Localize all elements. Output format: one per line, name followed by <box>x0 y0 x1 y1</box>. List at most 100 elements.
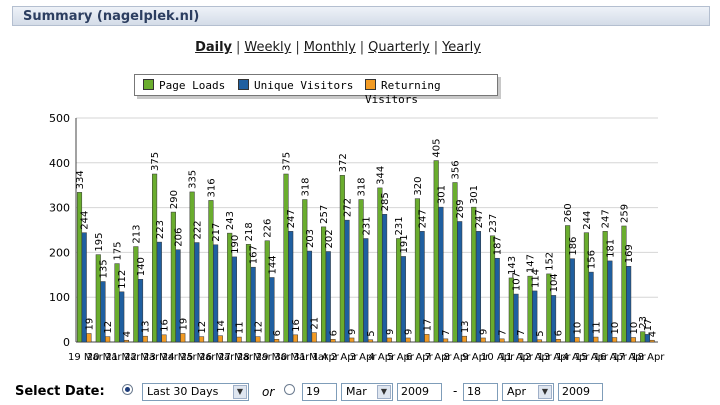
bar <box>198 336 205 343</box>
x-tick-label: 20 Mar <box>87 352 123 363</box>
x-tick-label: 27 Mar <box>218 352 254 363</box>
data-label: 9 <box>347 329 358 335</box>
x-tick-label: 6 Apr <box>406 352 434 363</box>
bar <box>217 335 223 343</box>
data-label: 4 <box>122 331 133 337</box>
x-tick-label: 21 Mar <box>106 352 142 363</box>
x-tick-label: 12 Apr <box>519 352 553 363</box>
summary-header: Summary (nagelplek.nl) <box>12 6 710 26</box>
data-label: 17 <box>643 319 654 332</box>
bar <box>255 336 261 343</box>
bar <box>231 256 237 343</box>
chevron-down-icon: ▼ <box>377 385 391 399</box>
data-label: 301 <box>436 185 447 204</box>
bar <box>288 231 294 343</box>
x-tick-label: 30 Mar <box>275 352 311 363</box>
bar <box>626 266 632 343</box>
bar <box>405 337 411 343</box>
data-label: 375 <box>282 152 293 171</box>
bar <box>630 337 636 343</box>
y-tick-label: 100 <box>49 291 70 304</box>
summary-title: Summary (nagelplek.nl) <box>23 9 200 24</box>
data-label: 191 <box>399 234 410 253</box>
data-label: 167 <box>249 245 260 264</box>
bar <box>156 241 162 343</box>
bar <box>344 219 350 343</box>
legend-swatch-unique-visitors <box>238 79 249 90</box>
data-label: 344 <box>375 166 386 185</box>
data-label: 11 <box>591 321 602 334</box>
data-label: 9 <box>385 329 396 335</box>
data-label: 195 <box>94 233 105 252</box>
tab-quarterly[interactable]: Quarterly <box>368 40 430 55</box>
range-select[interactable]: Last 30 Days ▼ <box>142 383 249 401</box>
y-tick-label: 200 <box>49 246 70 259</box>
data-label: 19 <box>84 318 95 331</box>
bar <box>400 256 406 343</box>
legend-unique-visitors: Unique Visitors <box>238 79 353 93</box>
bar <box>363 238 369 343</box>
data-label: 181 <box>605 239 616 258</box>
bar <box>480 337 486 343</box>
tab-yearly[interactable]: Yearly <box>442 40 481 55</box>
data-label: 285 <box>380 192 391 211</box>
data-label: 6 <box>272 330 283 336</box>
data-label: 23 <box>638 316 649 329</box>
bar <box>269 277 275 343</box>
bar <box>494 257 500 343</box>
bar <box>292 334 298 343</box>
data-label: 269 <box>455 199 466 218</box>
tab-monthly[interactable]: Monthly <box>303 40 356 55</box>
custom-range-radio[interactable] <box>284 384 295 395</box>
bar <box>583 232 589 343</box>
bar <box>513 293 519 343</box>
data-label: 301 <box>469 185 480 204</box>
data-label: 218 <box>244 222 255 241</box>
x-tick-label: 25 Mar <box>181 352 217 363</box>
y-tick-label: 400 <box>49 157 70 170</box>
x-tick-label: 13 Apr <box>537 352 571 363</box>
data-label: 104 <box>549 273 560 292</box>
data-label: 231 <box>394 216 405 235</box>
bar <box>302 199 308 343</box>
x-tick-label: 7 Apr <box>425 352 453 363</box>
or-text: or <box>262 385 275 399</box>
bar <box>518 338 524 343</box>
tab-weekly[interactable]: Weekly <box>244 40 292 55</box>
data-label: 12 <box>103 321 114 334</box>
chevron-down-icon: ▼ <box>233 385 247 399</box>
from-year-input[interactable]: 2009 <box>397 383 442 401</box>
x-tick-label: 23 Mar <box>143 352 179 363</box>
data-label: 169 <box>624 244 635 263</box>
bar <box>644 334 650 343</box>
preset-range-radio[interactable] <box>122 384 133 395</box>
bar <box>311 332 317 343</box>
tab-daily[interactable]: Daily <box>195 40 233 55</box>
data-label: 318 <box>300 177 311 196</box>
from-day-input[interactable]: 19 <box>302 383 337 401</box>
to-day-input[interactable]: 18 <box>463 383 498 401</box>
to-month-select[interactable]: Apr ▼ <box>502 383 554 401</box>
bar <box>180 333 186 343</box>
data-label: 7 <box>516 329 527 335</box>
bar <box>189 191 195 343</box>
x-tick-label: 11 Apr <box>500 352 534 363</box>
to-year-input[interactable]: 2009 <box>558 383 603 401</box>
x-tick-label: 24 Mar <box>162 352 198 363</box>
x-tick-label: 28 Mar <box>237 352 273 363</box>
x-tick-label: 17 Apr <box>612 352 646 363</box>
data-label: 5 <box>535 330 546 336</box>
y-tick-label: 300 <box>49 202 70 215</box>
data-label: 9 <box>404 329 415 335</box>
data-label: 247 <box>474 209 485 228</box>
data-label: 152 <box>544 252 555 271</box>
from-month-select[interactable]: Mar ▼ <box>341 383 393 401</box>
data-label: 7 <box>441 329 452 335</box>
data-label: 375 <box>150 152 161 171</box>
bar <box>236 336 242 343</box>
bar <box>461 335 467 343</box>
data-label: 244 <box>582 211 593 230</box>
chart-legend: Page Loads Unique Visitors Returning Vis… <box>134 74 498 106</box>
bar <box>574 337 580 343</box>
data-label: 6 <box>554 330 565 336</box>
